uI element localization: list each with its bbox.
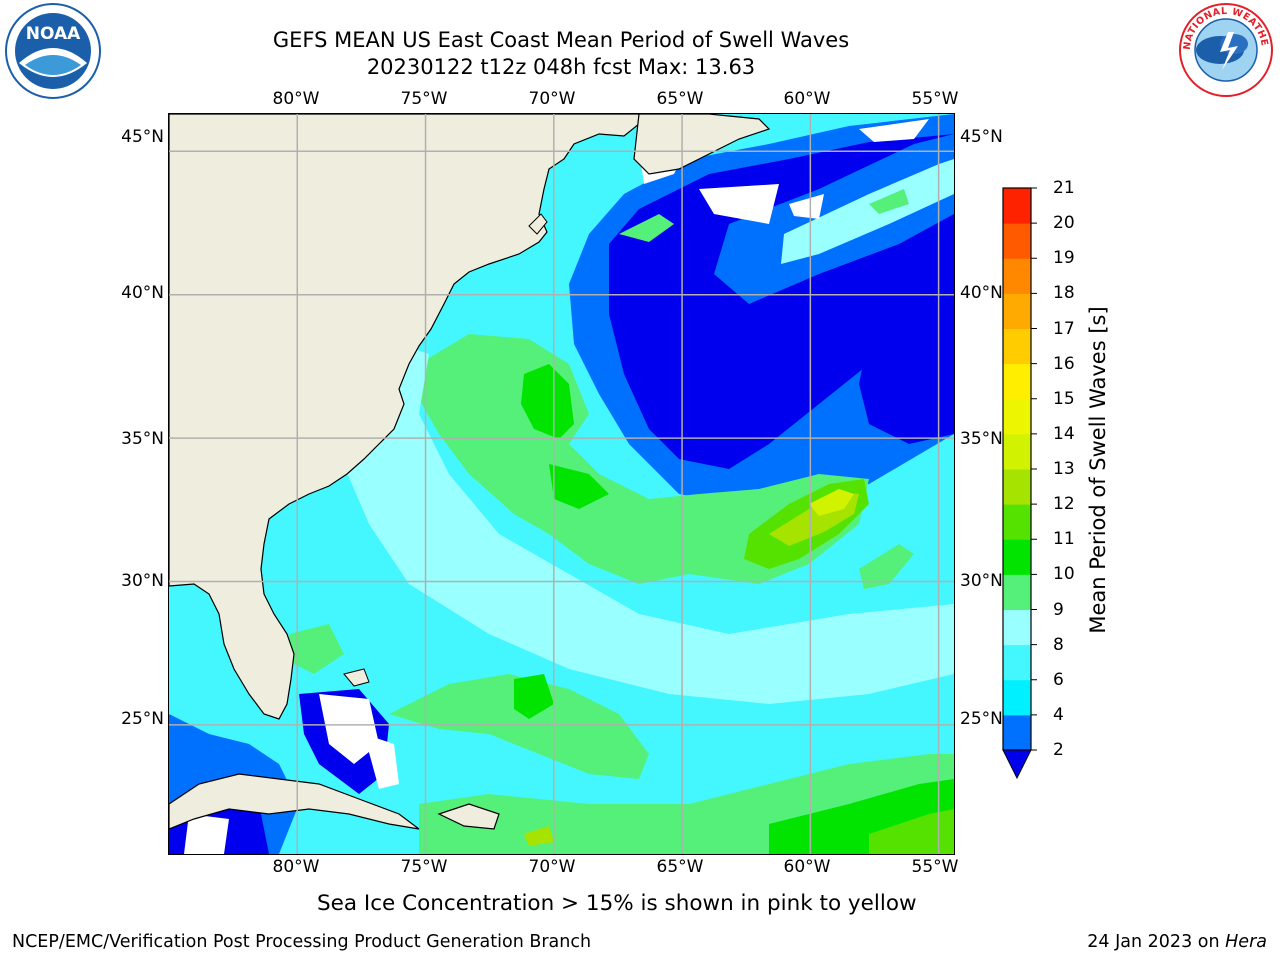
footer-date: 24 Jan 2023 on (1087, 932, 1226, 952)
swell-region-12-13s-caribbean-spot (524, 826, 554, 846)
gridlines (169, 114, 954, 854)
lon-tick-bottom-75w: 75°W (400, 857, 448, 877)
swell-region-13-14s-max-core (809, 489, 854, 516)
swell-region-10-11s-hatteras (521, 364, 574, 439)
colorbar-under-arrow (1002, 749, 1032, 780)
land-bahamas (343, 668, 370, 687)
nodata-patch-3 (789, 194, 824, 219)
colorbar-tick-label: 21 (1053, 178, 1075, 198)
colorbar-tick-label: 15 (1053, 388, 1075, 409)
colorbar-tick-label: 10 (1053, 564, 1075, 585)
swell-region-11-12s-caribbean (869, 809, 954, 854)
colorbar-segment-14 (1003, 223, 1031, 259)
lat-tick-right-25n: 25°N (960, 709, 1003, 729)
lat-tick-left-40n: 40°N (121, 283, 164, 303)
colorbar-segment-0 (1003, 714, 1031, 751)
nodata-patch-2 (699, 184, 779, 224)
colorbar-tick-label: 14 (1053, 423, 1075, 444)
lat-tick-right-40n: 40°N (960, 283, 1003, 303)
lat-tick-right-30n: 30°N (960, 571, 1003, 591)
colorbar-tick-label: 8 (1053, 634, 1064, 655)
lon-tick-top-60w: 60°W (783, 89, 831, 109)
swell-region-10s-east-isolated (869, 189, 909, 214)
colorbar-segment-11 (1003, 328, 1031, 365)
lon-tick-bottom-55w: 55°W (911, 857, 959, 877)
colorbar-tick-label: 17 (1053, 318, 1075, 339)
sea-ice-note: Sea Ice Concentration > 15% is shown in … (317, 891, 917, 916)
lon-tick-top-55w: 55°W (911, 89, 959, 109)
colorbar-segment-5 (1003, 539, 1031, 575)
colorbar-title-text: Mean Period of Swell Waves [s] (1086, 306, 1110, 634)
colorbar-svg (1002, 187, 1037, 780)
footer-right: 24 Jan 2023 on Hera (1087, 932, 1267, 952)
colorbar-tick-label: 16 (1053, 353, 1075, 374)
lat-tick-right-35n: 35°N (960, 429, 1003, 449)
lat-tick-left-45n: 45°N (121, 127, 164, 147)
colorbar (995, 180, 1045, 790)
lat-tick-left-25n: 25°N (121, 709, 164, 729)
swell-region-10s-north-isolated (619, 214, 674, 242)
colorbar-segment-15 (1003, 188, 1031, 224)
colorbar-segment-4 (1003, 574, 1031, 610)
nodata-patch-4 (859, 119, 929, 142)
chart-title: GEFS MEAN US East Coast Mean Period of S… (272, 28, 850, 52)
colorbar-tick-label: 11 (1053, 529, 1075, 550)
colorbar-segment-2 (1003, 644, 1031, 681)
land-hispaniola (437, 803, 500, 830)
lon-tick-bottom-65w: 65°W (656, 857, 704, 877)
colorbar-segment-12 (1003, 293, 1031, 329)
lon-tick-bottom-70w: 70°W (528, 857, 576, 877)
colorbar-segment-7 (1003, 469, 1031, 505)
nodata-patch-cuba-coast (184, 814, 229, 854)
swell-period-map (168, 113, 954, 854)
swell-region-under-2s-east (859, 274, 954, 444)
land-nova-scotia (633, 113, 771, 175)
lat-tick-right-45n: 45°N (960, 127, 1003, 147)
colorbar-segment-8 (1003, 433, 1031, 470)
chart-subtitle: 20230122 t12z 048h fcst Max: 13.63 (366, 55, 756, 79)
swell-region-9-10s-south (389, 674, 649, 779)
lon-tick-top-80w: 80°W (272, 89, 320, 109)
noaa-logo-text: NOAA (26, 24, 81, 44)
colorbar-tick-label: 4 (1053, 704, 1064, 725)
nodata-patch-bahamas-2 (364, 734, 399, 789)
colorbar-segment-10 (1003, 363, 1031, 400)
lon-tick-top-75w: 75°W (400, 89, 448, 109)
swell-region-8-9s-offshore (329, 344, 954, 704)
map-panel (168, 113, 954, 854)
land-cape-cod (528, 213, 548, 235)
lon-tick-top-70w: 70°W (528, 89, 576, 109)
swell-region-10-11s-south-core (514, 674, 554, 719)
colorbar-tick-label: 9 (1053, 599, 1064, 620)
colorbar-tick-label: 12 (1053, 494, 1075, 515)
colorbar-tick-label: 13 (1053, 459, 1075, 479)
lat-tick-left-35n: 35°N (121, 429, 164, 449)
nodata-patch-bahamas-1 (319, 694, 379, 764)
lat-tick-left-30n: 30°N (121, 571, 164, 591)
colorbar-tick-label: 18 (1053, 283, 1075, 304)
colorbar-segment-13 (1003, 258, 1031, 294)
noaa-logo: NOAA (3, 3, 103, 100)
swell-region-8-9s-gulf-of-maine (781, 159, 954, 264)
colorbar-segment-3 (1003, 609, 1031, 646)
colorbar-segment-6 (1003, 504, 1031, 540)
swell-region-9-10s-bahamas (289, 624, 344, 674)
lon-tick-top-65w: 65°W (656, 89, 704, 109)
colorbar-tick-label: 6 (1053, 669, 1064, 690)
colorbar-tick-label: 19 (1053, 248, 1075, 269)
lon-tick-bottom-60w: 60°W (783, 857, 831, 877)
footer-machine: Hera (1225, 932, 1267, 952)
swell-region-10-11s-gulfstream (549, 464, 609, 509)
colorbar-tick-label: 2 (1053, 740, 1064, 760)
colorbar-segment-9 (1003, 398, 1031, 435)
colorbar-segment-1 (1003, 679, 1031, 716)
colorbar-tick-label: 20 (1053, 213, 1075, 234)
land-north-america (168, 113, 640, 720)
land-cuba (168, 773, 420, 830)
lon-tick-bottom-80w: 80°W (272, 857, 320, 877)
nws-logo: NATIONAL WEATHER SERVICE (1172, 0, 1276, 99)
swell-region-10s-isolated-east (859, 544, 914, 589)
footer-left: NCEP/EMC/Verification Post Processing Pr… (12, 932, 592, 952)
